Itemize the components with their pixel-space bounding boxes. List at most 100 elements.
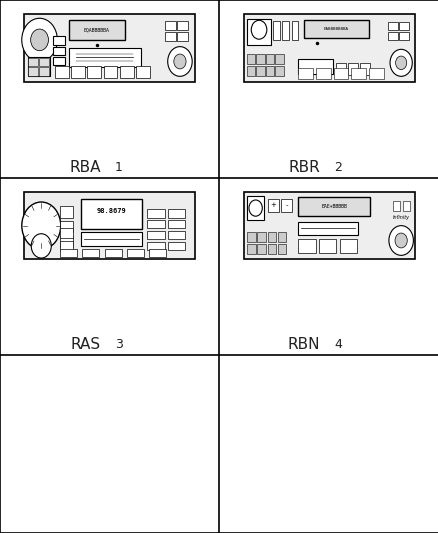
Bar <box>257 244 265 254</box>
Bar <box>333 68 347 79</box>
Bar <box>127 248 144 257</box>
Text: EQABBBBBA: EQABBBBBA <box>84 27 110 32</box>
Bar <box>275 66 283 76</box>
Bar <box>275 54 283 64</box>
Circle shape <box>394 233 406 248</box>
Circle shape <box>31 29 48 51</box>
Bar <box>60 221 73 232</box>
Bar <box>24 192 195 260</box>
Bar <box>168 209 185 217</box>
Bar <box>176 21 187 30</box>
Bar <box>147 220 164 228</box>
Bar <box>265 66 273 76</box>
Bar <box>247 54 255 64</box>
Bar <box>68 48 140 67</box>
Bar <box>303 20 368 38</box>
Bar <box>243 192 414 260</box>
Bar <box>267 232 276 242</box>
Text: 1: 1 <box>115 160 123 174</box>
Bar <box>60 241 73 251</box>
Bar <box>176 32 187 41</box>
Circle shape <box>22 202 60 249</box>
Bar <box>168 220 185 228</box>
Bar <box>267 244 276 254</box>
Circle shape <box>31 234 51 258</box>
Bar <box>104 248 121 257</box>
Circle shape <box>395 56 406 70</box>
Bar <box>359 63 370 75</box>
Text: 4: 4 <box>334 338 342 351</box>
Bar <box>71 66 85 78</box>
Bar <box>247 196 264 220</box>
Bar <box>136 66 150 78</box>
Bar <box>257 232 265 242</box>
Bar <box>315 68 330 79</box>
Bar <box>388 32 397 40</box>
Bar <box>243 14 414 82</box>
Bar <box>298 222 357 235</box>
Bar <box>147 209 164 217</box>
Bar <box>402 201 409 211</box>
Bar <box>149 248 166 257</box>
Text: RAS: RAS <box>71 337 101 352</box>
Bar <box>298 68 312 79</box>
Bar <box>281 199 292 212</box>
Text: RBN: RBN <box>287 337 320 352</box>
Bar <box>392 201 399 211</box>
Bar <box>28 58 49 76</box>
Bar <box>291 21 298 40</box>
Circle shape <box>173 54 186 69</box>
Bar <box>103 66 117 78</box>
Bar <box>399 32 408 40</box>
Bar <box>147 231 164 239</box>
Circle shape <box>248 200 262 216</box>
Bar <box>350 68 365 79</box>
Bar <box>298 239 315 253</box>
Bar <box>298 197 370 216</box>
Bar <box>267 199 278 212</box>
Bar <box>60 206 73 217</box>
Circle shape <box>22 18 57 61</box>
Bar <box>147 242 164 250</box>
Text: -: - <box>285 203 288 208</box>
Bar <box>53 36 65 45</box>
Bar <box>60 248 77 257</box>
Bar <box>28 67 38 76</box>
Bar <box>39 67 49 76</box>
Bar <box>168 231 185 239</box>
Bar <box>247 19 270 45</box>
Bar <box>247 232 255 242</box>
Text: Infinity: Infinity <box>392 215 409 220</box>
Bar <box>339 239 356 253</box>
Bar <box>277 244 286 254</box>
Text: RBR: RBR <box>288 159 320 174</box>
Text: EABBBBBBBA: EABBBBBBBA <box>323 27 348 31</box>
Bar <box>298 59 332 74</box>
Bar <box>28 58 38 66</box>
Bar <box>368 68 383 79</box>
Bar <box>60 236 73 247</box>
Text: BAE+BBBBB: BAE+BBBBB <box>321 204 346 209</box>
Bar <box>168 242 185 250</box>
Bar <box>87 66 101 78</box>
Bar <box>120 66 134 78</box>
Bar <box>53 46 65 55</box>
Text: 2: 2 <box>334 160 342 174</box>
Bar <box>24 14 195 82</box>
Bar <box>81 232 142 246</box>
Bar <box>265 54 273 64</box>
Text: 98.8679: 98.8679 <box>96 208 126 214</box>
Text: 3: 3 <box>115 338 123 351</box>
Bar <box>256 54 264 64</box>
Bar <box>247 66 255 76</box>
Bar <box>277 232 286 242</box>
Bar <box>60 228 73 238</box>
Bar <box>318 239 336 253</box>
Bar <box>53 56 65 65</box>
Text: +: + <box>270 203 276 208</box>
Bar <box>81 199 142 229</box>
Bar <box>388 22 397 30</box>
Bar <box>55 66 68 78</box>
Circle shape <box>251 20 266 39</box>
Bar <box>256 66 264 76</box>
